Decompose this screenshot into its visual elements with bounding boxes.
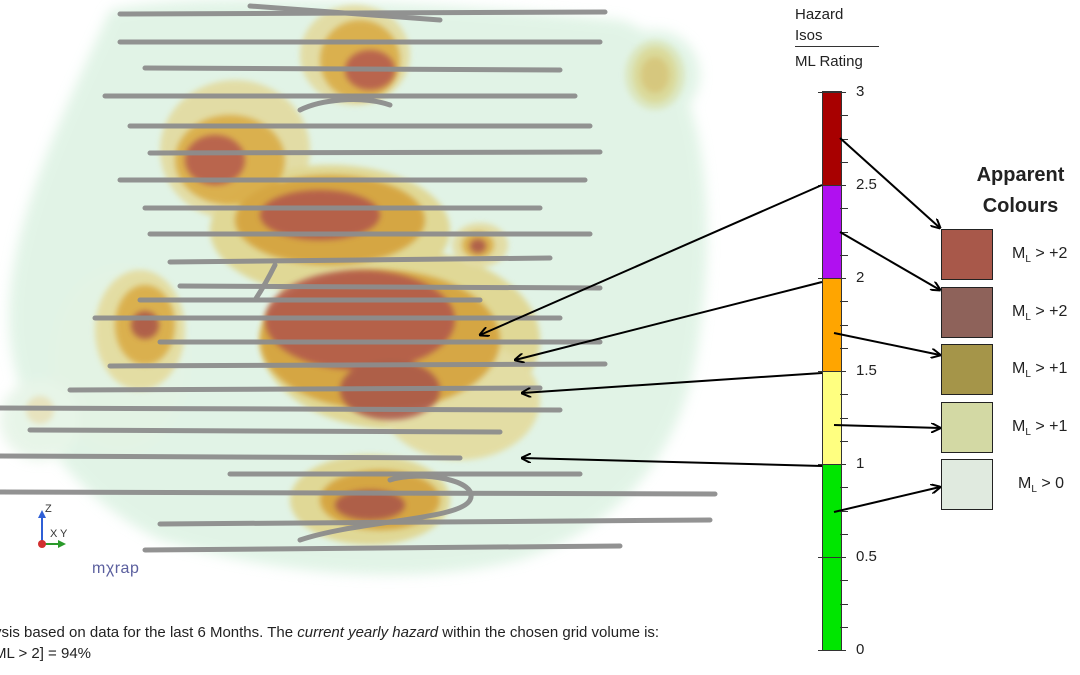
ml-subscript: L — [1025, 254, 1031, 266]
legend-title-ml-rating: ML Rating — [795, 53, 863, 70]
arrow-yellow-to-swatch — [833, 425, 940, 428]
colorbar-major-tick — [818, 650, 846, 651]
arrow-green-to-swatch — [833, 487, 940, 513]
footer-text-end: within the chosen grid volume is: — [438, 624, 660, 641]
colorbar-band — [823, 185, 841, 278]
apparent-colour-label: ML > +1 — [1012, 360, 1067, 380]
colorbar-tick-label: 1.5 — [856, 362, 877, 379]
ml-subscript: L — [1025, 427, 1031, 439]
colorbar-band — [823, 371, 841, 464]
isolated-hazard-blob — [625, 40, 685, 110]
ml-symbol: M — [1012, 360, 1026, 377]
ml-symbol: M — [1018, 475, 1032, 492]
ml-subscript: L — [1025, 312, 1031, 324]
legend-title-hazard: Hazard — [795, 6, 844, 23]
axis-y-label: Y — [60, 528, 68, 540]
apparent-colour-swatch — [941, 344, 993, 395]
ml-threshold: > +1 — [1030, 418, 1068, 435]
apparent-colour-swatch — [941, 459, 993, 510]
colorbar-minor-tick — [840, 138, 848, 140]
colorbar-minor-tick — [840, 347, 848, 349]
colorbar-minor-tick — [840, 440, 848, 442]
colorbar-major-tick — [818, 464, 846, 465]
colorbar-major-tick — [818, 371, 846, 372]
colorbar-minor-tick — [840, 231, 848, 233]
ml-subscript: L — [1031, 484, 1037, 496]
apparent-colours-heading: Apparent Colours — [976, 164, 1065, 217]
footer-analysis-text: ysis based on data for the last 6 Months… — [0, 624, 659, 641]
colorbar-minor-tick — [840, 626, 848, 628]
colorbar-minor-tick — [840, 324, 848, 326]
colorbar-minor-tick — [840, 417, 848, 419]
ml-threshold: > +1 — [1030, 360, 1068, 377]
footer-text-start: ysis based on data for the last 6 Months… — [0, 624, 298, 641]
arrow-red-to-swatch — [839, 137, 940, 228]
apparent-colour-label: ML > 0 — [1018, 475, 1064, 495]
arrow-purple-to-swatch — [839, 231, 940, 290]
hazard-isosurface-scene — [0, 0, 718, 575]
colorbar-minor-tick — [840, 161, 848, 163]
ml-symbol: M — [1012, 303, 1026, 320]
colorbar-major-tick — [818, 557, 846, 558]
colorbar-minor-tick — [840, 603, 848, 605]
colorbar-tick-label: 0.5 — [856, 548, 877, 565]
colorbar-minor-tick — [840, 208, 848, 210]
colorbar-minor-tick — [840, 115, 848, 117]
colorbar-tick-label: 2.5 — [856, 176, 877, 193]
ml-symbol: M — [1012, 418, 1026, 435]
colorbar-tick-label: 2 — [856, 269, 865, 286]
colorbar-major-tick — [818, 92, 846, 93]
apparent-colour-swatch — [941, 229, 993, 280]
arrow-orange-to-swatch — [833, 332, 940, 355]
colorbar-minor-tick — [840, 580, 848, 582]
ml-threshold: > 0 — [1036, 475, 1065, 492]
colorbar-band — [823, 92, 841, 185]
colorbar-minor-tick — [840, 394, 848, 396]
colorbar-minor-tick — [840, 533, 848, 535]
mine-drives — [0, 3, 718, 553]
axis-x-label: X — [50, 528, 58, 540]
colorbar-tick-label: 3 — [856, 83, 865, 100]
apparent-colour-label: ML > +2 — [1012, 245, 1067, 265]
footer-probability-text: ML > 2] = 94% — [0, 645, 92, 662]
ml-symbol: M — [1012, 245, 1026, 262]
axis-triad: Z X Y — [38, 503, 68, 548]
colorbar-minor-tick — [840, 510, 848, 512]
colorbar-major-tick — [818, 278, 846, 279]
legend-divider — [795, 46, 879, 47]
high-hazard-cores — [131, 50, 486, 520]
colorbar-band — [823, 278, 841, 371]
3d-hazard-view[interactable] — [0, 0, 800, 610]
apparent-colour-swatch — [941, 287, 993, 338]
axis-z-label: Z — [45, 503, 52, 515]
ml-subscript: L — [1025, 369, 1031, 381]
colorbar-tick-label: 0 — [856, 641, 865, 658]
colorbar-minor-tick — [840, 301, 848, 303]
legend-title-isos: Isos — [795, 27, 823, 44]
colorbar-tick-label: 1 — [856, 455, 865, 472]
footer-emphasis: current yearly hazard — [297, 624, 439, 641]
colorbar-minor-tick — [840, 254, 848, 256]
apparent-colour-label: ML > +2 — [1012, 303, 1067, 323]
mxrap-logo: mχrap — [92, 560, 140, 577]
ml-threshold: > +2 — [1030, 245, 1068, 262]
apparent-colour-swatch — [941, 402, 993, 453]
colorbar-major-tick — [818, 185, 846, 186]
apparent-colour-label: ML > +1 — [1012, 418, 1067, 438]
colorbar-minor-tick — [840, 487, 848, 489]
ml-threshold: > +2 — [1030, 303, 1068, 320]
